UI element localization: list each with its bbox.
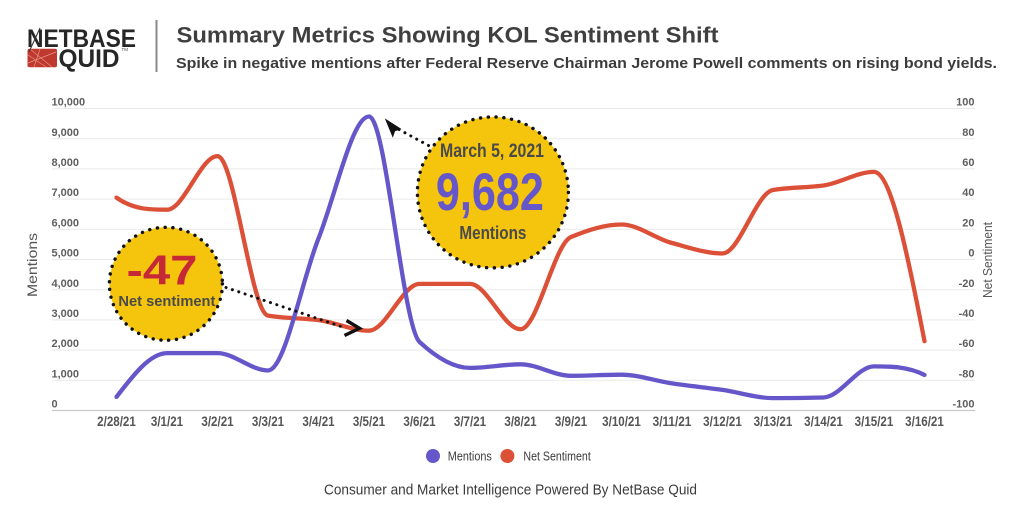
svg-text:2,000: 2,000: [52, 338, 80, 350]
svg-text:Consumer and Market Intelligen: Consumer and Market Intelligence Powered…: [324, 482, 697, 499]
svg-text:Mentions: Mentions: [459, 223, 526, 243]
svg-text:0: 0: [52, 399, 58, 411]
svg-text:3/16/21: 3/16/21: [905, 414, 944, 429]
svg-text:9,682: 9,682: [436, 163, 544, 222]
svg-text:Spike in negative mentions aft: Spike in negative mentions after Federal…: [176, 56, 997, 72]
svg-text:0: 0: [968, 248, 974, 260]
svg-text:3/8/21: 3/8/21: [504, 414, 537, 429]
svg-text:3/11/21: 3/11/21: [653, 414, 692, 429]
svg-text:3/13/21: 3/13/21: [754, 414, 793, 429]
svg-text:NETBASE: NETBASE: [27, 25, 136, 53]
svg-text:3/7/21: 3/7/21: [454, 414, 487, 429]
svg-text:Net Sentiment: Net Sentiment: [523, 449, 591, 464]
svg-text:3/10/21: 3/10/21: [602, 414, 641, 429]
svg-text:TM: TM: [122, 47, 129, 52]
svg-text:9,000: 9,000: [52, 127, 80, 139]
svg-text:Net sentiment: Net sentiment: [118, 294, 215, 310]
svg-text:-60: -60: [959, 338, 975, 350]
svg-text:-80: -80: [959, 368, 975, 380]
svg-text:2/28/21: 2/28/21: [97, 414, 136, 429]
svg-text:3/2/21: 3/2/21: [201, 414, 234, 429]
svg-text:1,000: 1,000: [52, 368, 80, 380]
svg-text:3,000: 3,000: [52, 308, 80, 320]
svg-text:Mentions: Mentions: [448, 449, 492, 464]
svg-text:3/6/21: 3/6/21: [403, 414, 436, 429]
svg-text:3/14/21: 3/14/21: [804, 414, 843, 429]
svg-text:Summary Metrics Showing KOL Se: Summary Metrics Showing KOL Sentiment Sh…: [177, 22, 719, 47]
svg-text:60: 60: [962, 157, 974, 169]
svg-text:100: 100: [956, 97, 974, 109]
svg-text:Mentions: Mentions: [24, 233, 40, 297]
svg-text:Net Sentiment: Net Sentiment: [980, 222, 995, 298]
svg-text:80: 80: [962, 127, 974, 139]
svg-text:March 5, 2021: March 5, 2021: [440, 141, 544, 162]
svg-text:3/5/21: 3/5/21: [353, 414, 386, 429]
svg-text:3/15/21: 3/15/21: [855, 414, 894, 429]
svg-text:-47: -47: [127, 247, 198, 294]
svg-text:6,000: 6,000: [52, 217, 80, 229]
svg-text:-20: -20: [959, 278, 975, 290]
svg-text:5,000: 5,000: [52, 248, 80, 260]
svg-text:40: 40: [962, 187, 974, 199]
svg-text:3/1/21: 3/1/21: [151, 414, 184, 429]
svg-text:10,000: 10,000: [52, 97, 86, 109]
svg-text:20: 20: [962, 217, 974, 229]
svg-text:7,000: 7,000: [52, 187, 80, 199]
svg-text:3/4/21: 3/4/21: [302, 414, 335, 429]
svg-text:3/12/21: 3/12/21: [703, 414, 742, 429]
svg-text:8,000: 8,000: [52, 157, 80, 169]
svg-text:3/9/21: 3/9/21: [555, 414, 588, 429]
svg-text:3/3/21: 3/3/21: [252, 414, 285, 429]
svg-text:-40: -40: [959, 308, 975, 320]
svg-text:QUID: QUID: [59, 45, 120, 73]
svg-text:4,000: 4,000: [52, 278, 80, 290]
svg-text:-100: -100: [952, 399, 974, 411]
